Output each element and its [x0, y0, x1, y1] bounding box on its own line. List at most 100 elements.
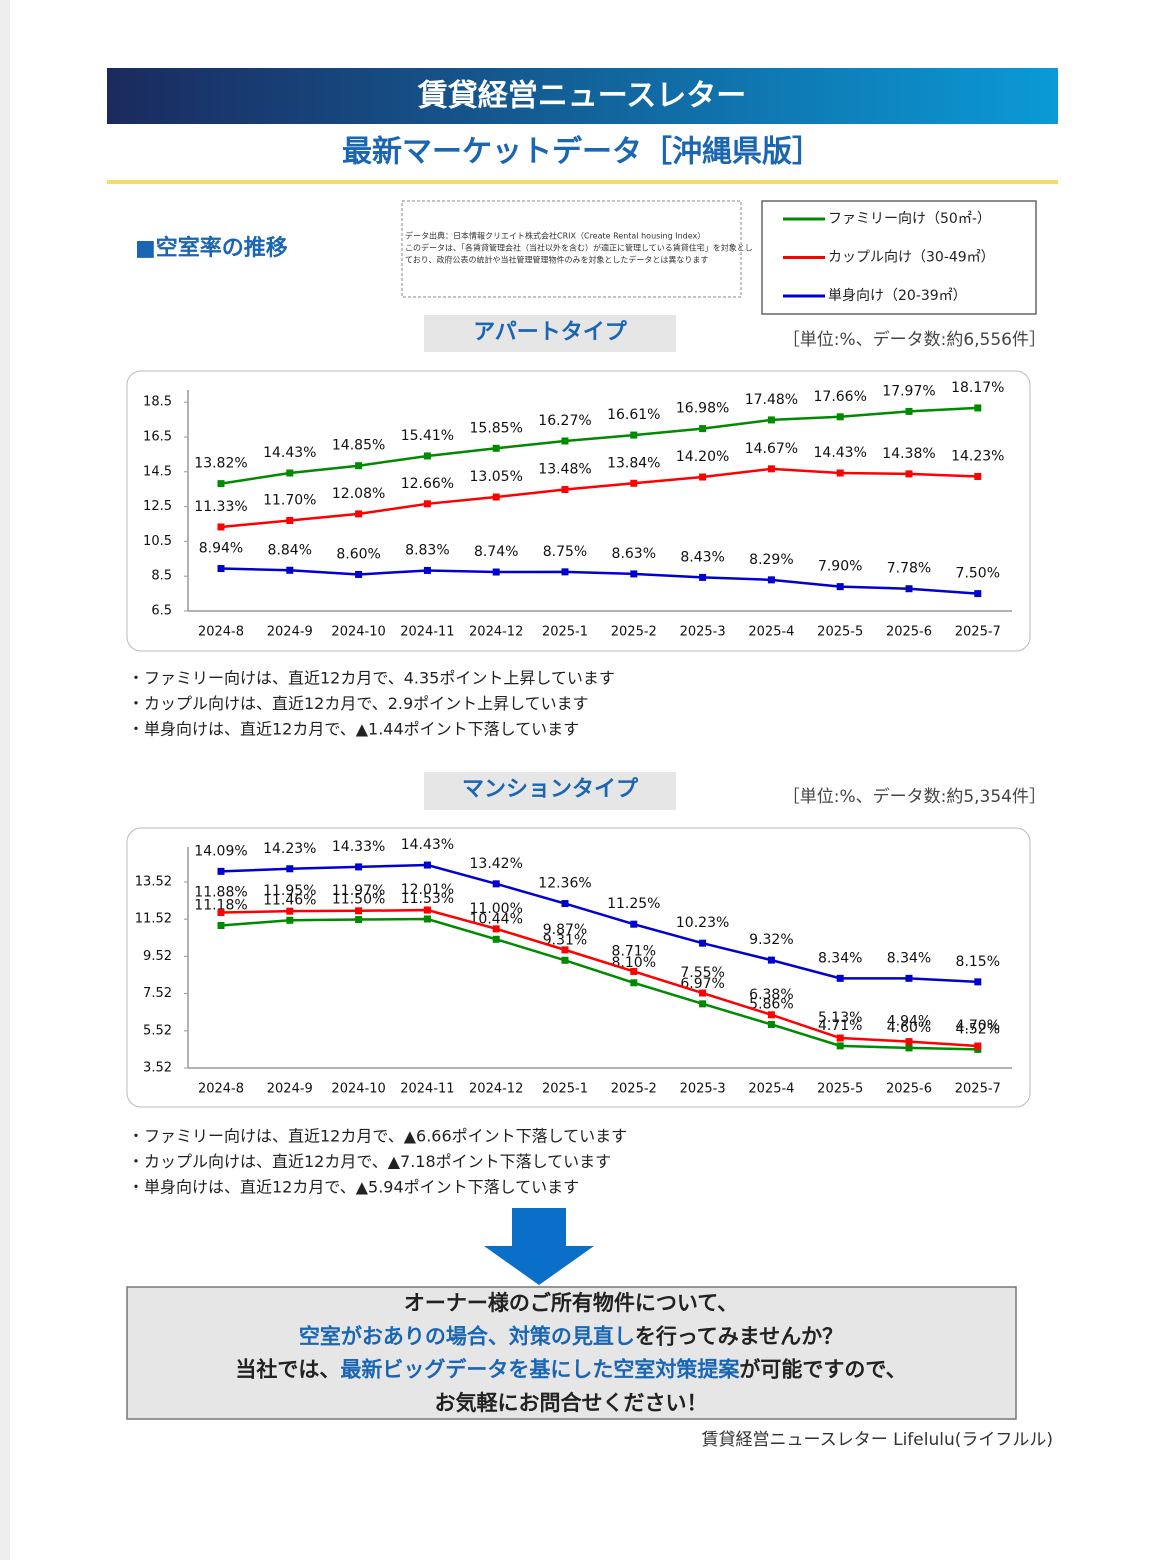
- data-label: 17.66%: [814, 389, 867, 405]
- header-bar: [107, 68, 1058, 124]
- data-label: 4.70%: [956, 1018, 1000, 1034]
- data-label: 14.23%: [951, 448, 1004, 464]
- data-label: 12.01%: [401, 882, 454, 898]
- legend-label: ファミリー向け（50㎡-）: [828, 211, 991, 227]
- data-point: [423, 915, 431, 923]
- data-label: 4.71%: [818, 1018, 862, 1034]
- data-point: [492, 925, 500, 933]
- data-label: 12.08%: [332, 486, 385, 502]
- note: ・単身向けは、直近12カ月で、▲5.94ポイント下落しています: [128, 1178, 579, 1197]
- data-label: 8.83%: [405, 542, 449, 558]
- data-label: 14.23%: [263, 841, 316, 857]
- data-point: [699, 939, 707, 947]
- data-label: 4.52%: [956, 1021, 1000, 1037]
- data-point: [699, 989, 707, 997]
- footer: 賃貸経営ニュースレター Lifelulu(ライフルル): [702, 1430, 1053, 1450]
- series-line: [220, 567, 978, 595]
- data-point: [492, 568, 500, 576]
- data-point: [286, 916, 294, 924]
- data-point: [836, 1034, 844, 1042]
- x-tick-label: 2025-2: [611, 1082, 657, 1097]
- data-label: 11.18%: [194, 898, 247, 914]
- x-tick-label: 2024-12: [469, 1082, 523, 1097]
- x-tick-label: 2025-5: [817, 625, 863, 640]
- chart-title-box: [424, 772, 676, 810]
- data-point: [355, 907, 363, 915]
- data-label: 13.42%: [470, 856, 523, 872]
- page-edge: [0, 0, 10, 1560]
- y-tick-label: 18.5: [143, 395, 172, 410]
- data-point: [767, 416, 775, 424]
- x-tick-label: 2025-3: [680, 625, 726, 640]
- x-tick-label: 2025-1: [542, 625, 588, 640]
- data-point: [974, 472, 982, 480]
- data-point: [286, 517, 294, 525]
- cta-box: [126, 1286, 1017, 1420]
- data-label: 14.20%: [676, 449, 729, 465]
- cta-line: 空室がおありの場合、対策の見直しを行ってみませんか？: [299, 1324, 843, 1348]
- x-tick-label: 2025-4: [748, 625, 794, 640]
- cta-text: オーナー様のご所有物件について、: [404, 1291, 738, 1315]
- data-point: [355, 570, 363, 578]
- data-label: 14.85%: [332, 438, 385, 454]
- data-label: 11.33%: [194, 499, 247, 515]
- data-label: 5.86%: [749, 996, 793, 1012]
- data-point: [492, 935, 500, 943]
- data-point: [836, 1042, 844, 1050]
- data-point: [767, 1011, 775, 1019]
- data-label: 16.27%: [538, 413, 591, 429]
- data-point: [561, 900, 569, 908]
- data-point: [561, 946, 569, 954]
- data-point: [699, 573, 707, 581]
- x-tick-label: 2025-3: [680, 1082, 726, 1097]
- unit-note: ［単位:%、データ数:約5,354件］: [783, 786, 1046, 807]
- data-label: 8.94%: [199, 541, 243, 557]
- x-tick-label: 2024-10: [331, 625, 385, 640]
- data-label: 11.53%: [401, 891, 454, 907]
- data-point: [423, 906, 431, 914]
- data-label: 8.29%: [749, 552, 793, 568]
- data-point: [423, 566, 431, 574]
- data-point: [905, 1038, 913, 1046]
- data-point: [423, 861, 431, 869]
- data-point: [355, 510, 363, 518]
- series-line: [220, 908, 978, 1048]
- x-tick-label: 2025-1: [542, 1082, 588, 1097]
- data-point: [974, 590, 982, 598]
- x-tick-label: 2025-7: [955, 1082, 1001, 1097]
- data-label: 8.71%: [612, 943, 656, 959]
- data-point: [561, 486, 569, 494]
- data-label: 11.00%: [470, 901, 523, 917]
- data-label: 11.88%: [194, 884, 247, 900]
- data-point: [217, 523, 225, 531]
- data-label: 11.25%: [607, 896, 660, 912]
- source-note: データ出典：日本情報クリエイト株式会社CRIX（Create Rental ho…: [405, 231, 705, 241]
- header-title: 賃貸経営ニュースレター: [417, 79, 747, 114]
- data-point: [355, 863, 363, 871]
- chart-panel: [126, 827, 1031, 1108]
- y-tick-label: 16.5: [143, 429, 172, 444]
- data-point: [836, 974, 844, 982]
- data-label: 14.38%: [882, 446, 935, 462]
- data-label: 9.31%: [543, 932, 587, 948]
- data-point: [699, 1000, 707, 1008]
- arrow: [484, 1208, 594, 1285]
- x-tick-label: 2024-12: [469, 625, 523, 640]
- y-tick-label: 11.52: [135, 912, 172, 927]
- data-point: [492, 444, 500, 452]
- data-point: [561, 437, 569, 445]
- data-point: [836, 469, 844, 477]
- cta-text: お気軽にお問合せください！: [435, 1391, 708, 1415]
- note: ・カップル向けは、直近12カ月で、▲7.18ポイント下落しています: [128, 1152, 611, 1171]
- data-label: 14.43%: [401, 837, 454, 853]
- data-label: 14.67%: [745, 441, 798, 457]
- chart-title: アパートタイプ: [473, 320, 628, 345]
- data-label: 11.46%: [263, 892, 316, 908]
- data-label: 8.34%: [887, 950, 931, 966]
- data-label: 15.41%: [401, 428, 454, 444]
- x-tick-label: 2025-6: [886, 625, 932, 640]
- data-label: 4.94%: [887, 1014, 931, 1030]
- data-point: [492, 493, 500, 501]
